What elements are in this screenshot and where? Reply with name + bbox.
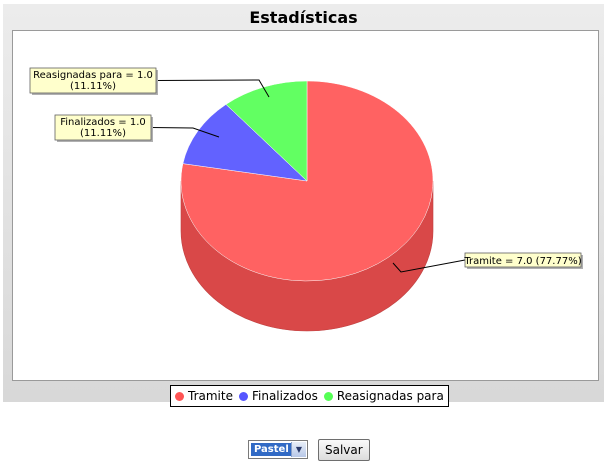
chevron-down-icon[interactable]: ▼ [291,442,306,457]
slice-label-line1: Finalizados = 1.0 [60,117,146,128]
chart-title: Estadísticas [3,8,604,27]
legend-item-tramite: Tramite [175,389,233,403]
pie-slices [181,81,433,281]
chart-controls: Pastel ▼ Salvar [248,437,370,462]
legend-marker [239,392,248,401]
slice-label-line2: (11.11%) [70,81,116,92]
theme-select-value: Pastel [251,443,292,456]
theme-select[interactable]: Pastel ▼ [248,440,308,459]
slice-label-line1: Reasignadas para = 1.0 [33,70,153,81]
slice-label-line2: (11.11%) [80,128,126,139]
legend-label: Tramite [188,389,233,403]
legend-label: Finalizados [252,389,318,403]
legend-marker [324,392,333,401]
chart-legend: Tramite Finalizados Reasignadas para [170,385,449,407]
pie-chart: Tramite = 7.0 (77.77%)Finalizados = 1.0(… [13,31,598,380]
slice-label-line1: Tramite = 7.0 (77.77%) [463,256,581,267]
legend-item-finalizados: Finalizados [239,389,318,403]
plot-area: Tramite = 7.0 (77.77%) Finalizados = 1.0(… [12,30,599,381]
chart-panel: Estadísticas Tramite = 7.0 (77.77%) Final… [3,4,604,402]
legend-item-reasignadas: Reasignadas para [324,389,444,403]
legend-marker [175,392,184,401]
legend-label: Reasignadas para [337,389,444,403]
save-button[interactable]: Salvar [318,439,370,461]
